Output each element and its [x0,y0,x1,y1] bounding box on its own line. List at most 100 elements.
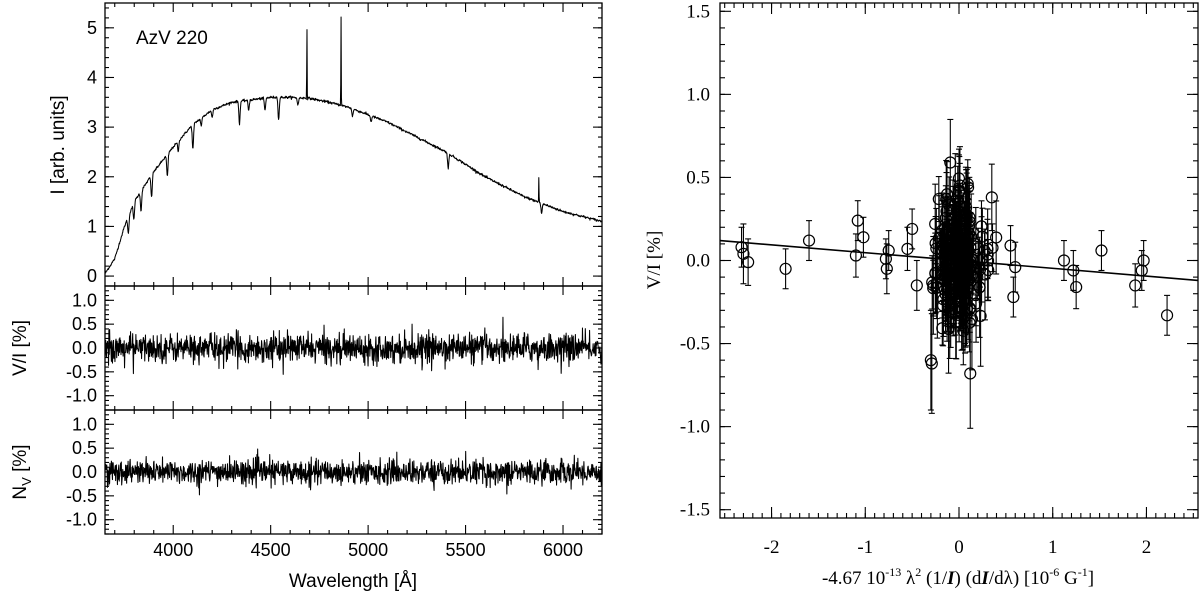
stokes-v-axis-label: V/I [%] [10,320,31,376]
scatter-axes: -1.5 -1.0 -0.5 0.0 0.5 1.0 1.5 -2 -1 0 1 2 [680,1,1198,558]
scatter-x-tick-label: 1 [1048,537,1058,558]
point-marker [879,252,892,265]
data-point [1007,276,1020,318]
intensity-spectrum-line [104,16,603,274]
null-axis-label-main: N [10,486,31,500]
point-marker [955,265,969,278]
data-point [882,230,895,272]
scatter-points [735,118,1174,429]
stokes-v-panel: -1.0 -0.5 0.0 0.5 1.0 [66,286,603,411]
scatter-y-tick-label: 1.5 [686,1,710,22]
y-tick-label: 0.5 [72,314,97,334]
data-point [953,232,967,289]
data-point [849,233,863,278]
point-marker [925,357,938,370]
data-point [880,243,893,295]
point-marker [910,279,923,292]
point-marker [961,177,974,190]
data-point [944,118,957,207]
y-tick-label: 0.5 [72,438,97,458]
xlabel-part-exp4: -1 [1078,565,1088,579]
xlabel-part-lambda: λ [901,568,916,589]
scatter-y-tick-label: -1.5 [680,500,710,521]
data-point [961,159,974,209]
data-point [857,216,870,258]
data-point [964,318,977,429]
y-tick-label: 1.0 [72,290,97,310]
scatter-x-tick-label: 2 [1142,537,1152,558]
scatter-x-tick-label: -2 [764,537,780,558]
data-point [906,208,919,250]
data-point [973,236,986,338]
null-axis-label-unit: [%] [10,444,31,477]
point-marker [941,269,954,282]
wavelength-tick-label: 4000 [153,540,193,560]
scatter-y-tick-label: 0.0 [686,251,710,272]
wavelength-tick-label: 5500 [446,540,486,560]
data-point [936,310,949,346]
point-marker [742,256,755,269]
point-marker [974,309,987,322]
point-marker [953,254,967,267]
y-tick-label: -0.5 [66,362,97,382]
wavelength-tick-label: 6000 [543,540,583,560]
point-marker [882,244,895,257]
wavelength-axis: 4000 4500 5000 5500 6000 [153,540,583,560]
point-marker [930,281,943,294]
xlabel-part-close: ] [1088,568,1094,589]
xlabel-part-units: /dλ) [10 [989,568,1049,589]
point-marker [949,316,962,329]
data-point [941,262,954,342]
data-point [1070,264,1083,310]
point-marker [1137,254,1150,267]
intensity-panel: 0 1 2 3 4 5 [87,3,603,286]
point-marker [1009,261,1022,274]
y-tick-label: 4 [87,67,97,87]
xlabel-part-inv: (1/ [921,568,948,589]
wavelength-tick-label: 5000 [348,540,388,560]
y-tick-label: -1.0 [66,386,97,406]
point-marker [985,191,998,204]
data-point [937,261,950,337]
y-tick-label: 5 [87,18,97,38]
y-tick-label: 1 [87,216,97,236]
data-point [802,220,816,262]
scatter-x-tick-label: -1 [857,537,873,558]
data-point [941,224,954,328]
data-point [1009,241,1022,293]
y-tick-label: 0.0 [72,338,97,358]
data-point [910,259,923,311]
data-point [851,200,864,242]
scatter-y-tick-label: 0.5 [686,167,710,188]
point-marker [1129,279,1142,292]
point-marker [937,293,950,306]
point-marker [857,231,870,244]
stokes_v-spectrum-line [104,316,603,375]
point-marker [936,322,949,335]
point-marker [949,220,962,233]
data-point [735,226,748,268]
scatter-y-tick-label: 1.0 [686,84,710,105]
y-tick-label: 1.0 [72,414,97,434]
data-point [1160,294,1174,336]
point-marker [779,262,792,275]
xlabel-part-d: ) (d [955,568,982,589]
null-axis-label-sub: V [19,477,34,486]
point-marker [735,241,748,254]
point-marker [802,234,816,247]
scatter-figure: -1.5-1.0-0.50.00.51.01.5-2 -1 0 1 2 V/I [%] … [644,1,1199,589]
spectrum-figure: 0 1 2 3 4 5 -1.0 -0.5 0.0 0.5 1.0 -1.0 -0.5 0.0 0.5 1… [10,2,603,592]
point-marker [982,263,995,277]
y-tick-label: 0.0 [72,462,97,482]
xlabel-part-i1: I [946,568,955,589]
point-marker [1070,280,1083,294]
point-marker [1160,309,1174,322]
point-marker [906,222,919,236]
scatter-y-tick-label: -1.0 [680,417,710,438]
point-marker [929,217,942,231]
data-point [985,163,998,232]
xlabel-part-exp2: 2 [915,565,921,579]
point-marker [944,276,958,289]
point-marker [964,241,977,254]
